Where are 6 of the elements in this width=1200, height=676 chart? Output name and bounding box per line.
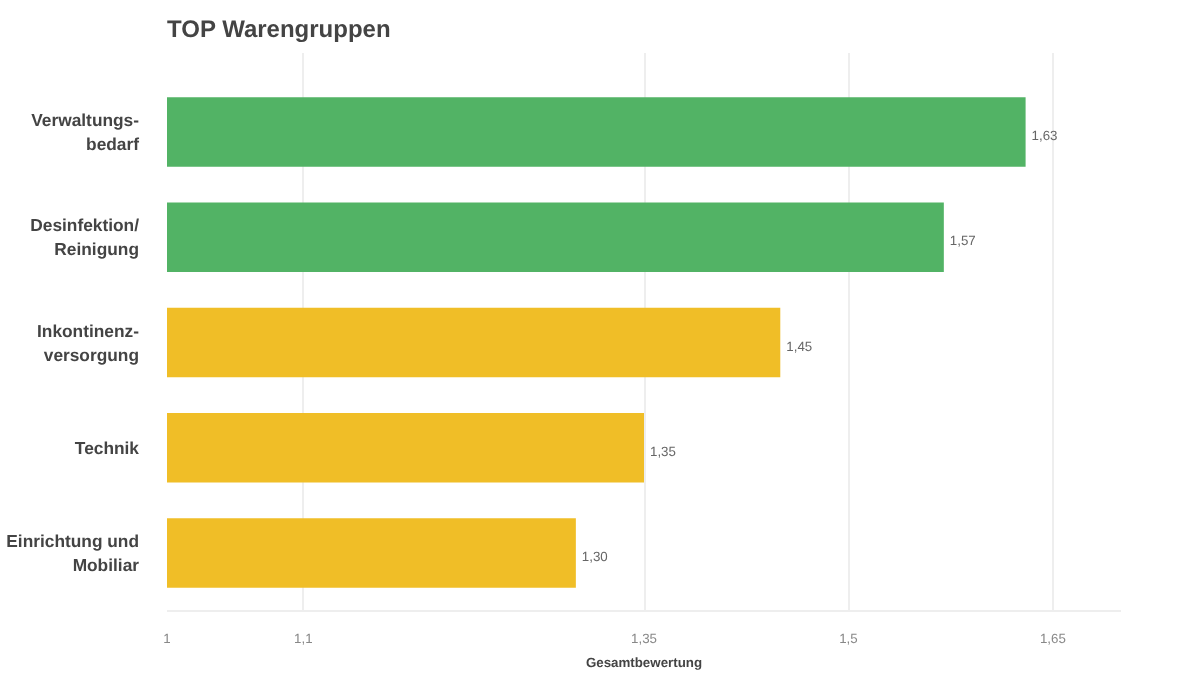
y-tick-label: Verwaltungs- bedarf [31, 109, 140, 154]
y-tick-label: Inkontinenz- versorgung [37, 320, 140, 365]
y-tick-label: Einrichtung und Mobiliar [6, 531, 141, 576]
chart-title: TOP Warengruppen [167, 15, 391, 43]
y-tick-label: Desinfektion/ Reinigung [30, 215, 141, 260]
y-tick-label: Technik [74, 437, 140, 458]
